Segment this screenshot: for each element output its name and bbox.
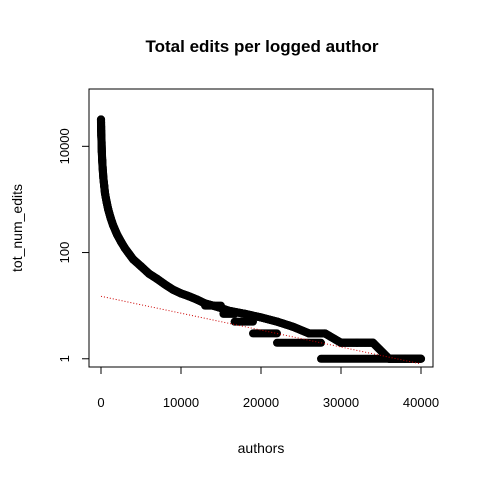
y-tick-label-2: 10000 xyxy=(57,128,72,164)
y-tick-label-0: 1 xyxy=(57,355,72,362)
x-tick-label-2: 20000 xyxy=(243,395,279,410)
trend-line xyxy=(100,295,422,365)
y-axis: 1 100 10000 xyxy=(57,128,90,362)
data-point-fill-596 xyxy=(416,354,425,363)
chart-title: Total edits per logged author xyxy=(146,37,379,56)
x-tick-label-0: 0 xyxy=(97,395,104,410)
x-tick-label-3: 30000 xyxy=(323,395,359,410)
y-axis-label: tot_num_edits xyxy=(9,184,25,272)
x-tick-label-1: 10000 xyxy=(163,395,199,410)
x-axis-label: authors xyxy=(238,440,285,456)
x-axis: 0 10000 20000 30000 40000 xyxy=(97,366,439,410)
y-tick-label-1: 100 xyxy=(57,242,72,264)
trend-line-group xyxy=(100,295,422,365)
data-points xyxy=(96,115,426,363)
x-tick-label-4: 40000 xyxy=(403,395,439,410)
